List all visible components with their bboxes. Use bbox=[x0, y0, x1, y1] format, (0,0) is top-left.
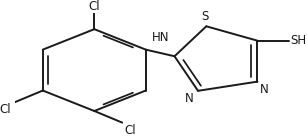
Text: HN: HN bbox=[151, 31, 169, 44]
Text: N: N bbox=[185, 92, 194, 105]
Text: Cl: Cl bbox=[125, 124, 136, 137]
Text: Cl: Cl bbox=[0, 103, 11, 116]
Text: Cl: Cl bbox=[88, 0, 100, 13]
Text: N: N bbox=[260, 83, 269, 96]
Text: S: S bbox=[201, 10, 209, 23]
Text: SH: SH bbox=[291, 34, 307, 47]
